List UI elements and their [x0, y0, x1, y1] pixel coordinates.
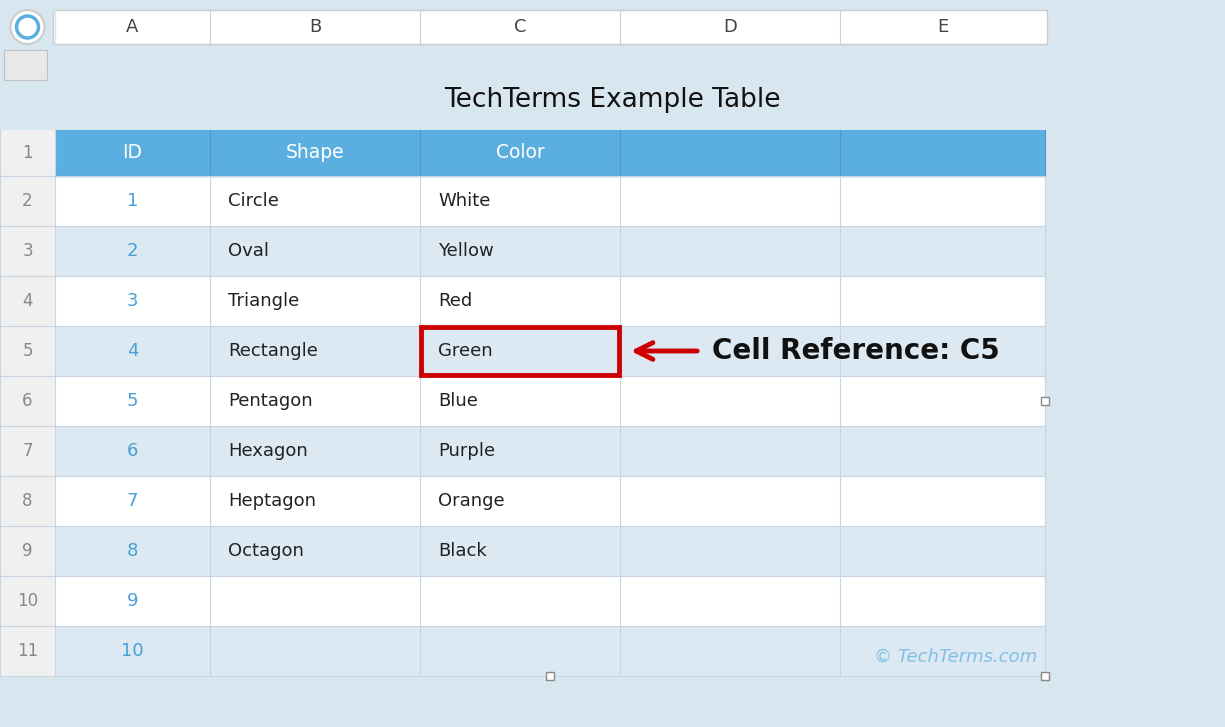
- Text: A: A: [126, 18, 138, 36]
- Text: 5: 5: [126, 392, 138, 410]
- Text: Black: Black: [439, 542, 486, 560]
- Text: 8: 8: [22, 492, 33, 510]
- Bar: [55, 226, 1045, 276]
- Text: D: D: [723, 18, 737, 36]
- Text: Red: Red: [439, 292, 473, 310]
- Text: Purple: Purple: [439, 442, 495, 460]
- Text: 7: 7: [126, 492, 138, 510]
- Bar: [55, 626, 1045, 676]
- Bar: [1041, 672, 1049, 680]
- Text: 1: 1: [22, 144, 33, 162]
- Bar: [55, 476, 1045, 526]
- Text: Green: Green: [439, 342, 492, 360]
- Text: 8: 8: [127, 542, 138, 560]
- Text: Triangle: Triangle: [228, 292, 299, 310]
- Bar: [53, 10, 1047, 44]
- Bar: [0, 8, 1225, 46]
- Text: Shape: Shape: [285, 143, 344, 163]
- Text: ID: ID: [122, 143, 142, 163]
- Bar: [421, 327, 619, 375]
- Text: 3: 3: [126, 292, 138, 310]
- Text: C: C: [513, 18, 527, 36]
- Text: Color: Color: [496, 143, 544, 163]
- Text: 2: 2: [126, 242, 138, 260]
- Text: Orange: Orange: [439, 492, 505, 510]
- Text: TechTerms Example Table: TechTerms Example Table: [443, 87, 780, 113]
- Text: 10: 10: [17, 592, 38, 610]
- Text: Blue: Blue: [439, 392, 478, 410]
- Bar: [55, 526, 1045, 576]
- Text: Hexagon: Hexagon: [228, 442, 307, 460]
- Text: Pentagon: Pentagon: [228, 392, 312, 410]
- Text: 6: 6: [22, 392, 33, 410]
- Text: Heptagon: Heptagon: [228, 492, 316, 510]
- Text: 1: 1: [127, 192, 138, 210]
- Text: Circle: Circle: [228, 192, 279, 210]
- Text: © TechTerms.com: © TechTerms.com: [873, 648, 1038, 666]
- Text: 4: 4: [126, 342, 138, 360]
- Text: Octagon: Octagon: [228, 542, 304, 560]
- Text: 2: 2: [22, 192, 33, 210]
- Bar: [546, 672, 554, 680]
- Text: 10: 10: [121, 642, 143, 660]
- Circle shape: [11, 10, 44, 44]
- Text: Oval: Oval: [228, 242, 270, 260]
- Bar: [1041, 397, 1049, 405]
- Text: 9: 9: [126, 592, 138, 610]
- Text: E: E: [937, 18, 948, 36]
- Bar: [55, 326, 1045, 376]
- Text: White: White: [439, 192, 490, 210]
- Bar: [55, 426, 1045, 476]
- Bar: [55, 130, 1045, 676]
- Text: B: B: [309, 18, 321, 36]
- Text: Cell Reference: C5: Cell Reference: C5: [712, 337, 1000, 365]
- Text: Yellow: Yellow: [439, 242, 494, 260]
- Bar: [55, 176, 1045, 226]
- Text: 3: 3: [22, 242, 33, 260]
- Bar: [0, 46, 1225, 130]
- Bar: [55, 376, 1045, 426]
- Text: 11: 11: [17, 642, 38, 660]
- Text: Rectangle: Rectangle: [228, 342, 317, 360]
- Text: 5: 5: [22, 342, 33, 360]
- Bar: [55, 576, 1045, 626]
- Text: 9: 9: [22, 542, 33, 560]
- Text: 7: 7: [22, 442, 33, 460]
- Bar: [0, 130, 55, 676]
- Bar: [4, 50, 47, 80]
- Bar: [55, 276, 1045, 326]
- Text: 6: 6: [127, 442, 138, 460]
- Text: 4: 4: [22, 292, 33, 310]
- Bar: [55, 130, 1045, 176]
